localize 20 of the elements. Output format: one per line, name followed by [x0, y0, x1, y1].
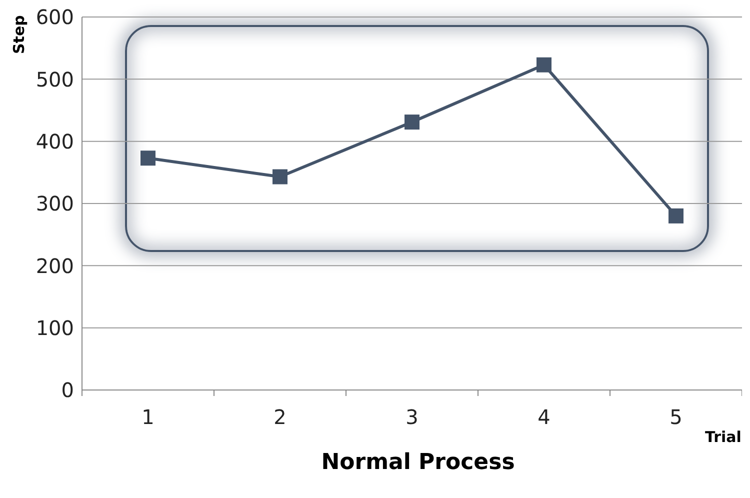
y-tick-label: 400 — [36, 129, 74, 154]
y-tick-label: 200 — [36, 254, 74, 278]
text: Normal Process — [320, 450, 516, 475]
point — [140, 150, 156, 166]
y-tick-label: 0 — [61, 378, 74, 402]
point — [404, 114, 420, 130]
y-tick-label: 100 — [36, 316, 74, 340]
x-axis-title: Trial — [705, 428, 742, 446]
x-tick-label: 3 — [406, 405, 418, 429]
y-tick-label: 300 — [36, 192, 74, 216]
x-tick-label: 2 — [274, 405, 286, 429]
x-tick-label: 4 — [538, 405, 550, 429]
x-tick-label: 5 — [670, 405, 682, 429]
x-tick-label: 1 — [142, 405, 154, 429]
point — [668, 208, 684, 224]
point — [272, 169, 288, 184]
y-axis-title: Step — [10, 15, 28, 54]
point — [536, 57, 552, 72]
y-tick-label: 500 — [36, 67, 74, 92]
y-tick-label: 600 — [36, 5, 74, 30]
